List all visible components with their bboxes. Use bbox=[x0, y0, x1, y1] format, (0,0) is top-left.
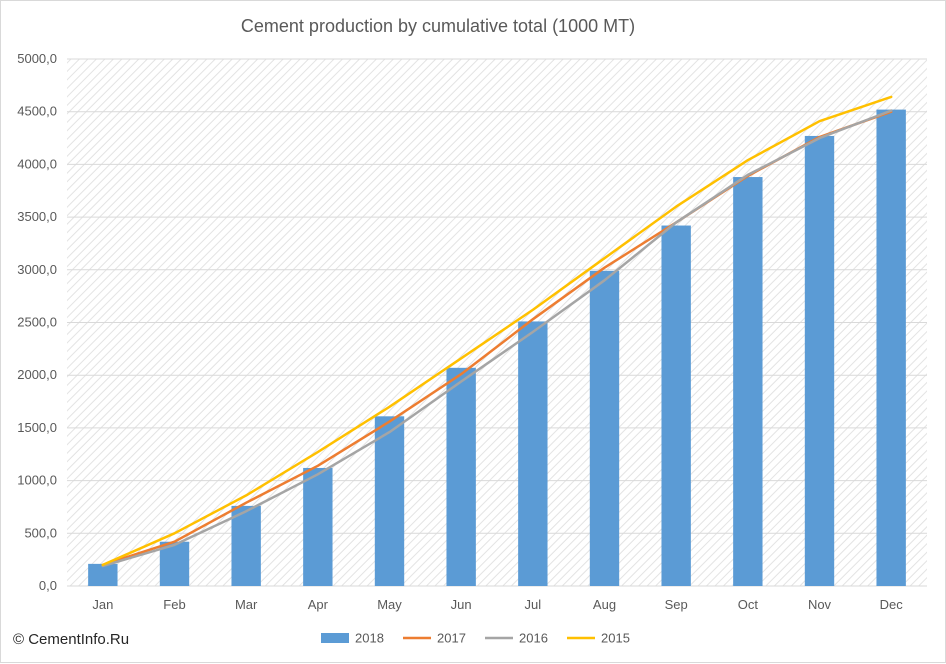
y-tick-label: 3500,0 bbox=[17, 209, 57, 224]
bar-2018-nov bbox=[804, 135, 835, 586]
legend-label-2015: 2015 bbox=[601, 631, 630, 646]
x-tick-label: Jul bbox=[525, 597, 542, 612]
x-tick-label: Jan bbox=[92, 597, 113, 612]
legend-swatch-2018 bbox=[321, 633, 349, 643]
bar-2018-jun bbox=[446, 367, 476, 586]
x-axis-ticks: Jan Feb Mar Apr May Jun Jul Aug Sep Oct Nov Dec bbox=[92, 597, 903, 612]
bar-2018-jul bbox=[518, 321, 548, 586]
bar-2018-jan bbox=[88, 563, 118, 586]
y-tick-label: 2000,0 bbox=[17, 367, 57, 382]
y-tick-label: 1500,0 bbox=[17, 420, 57, 435]
x-tick-label: Oct bbox=[738, 597, 759, 612]
bars-2018 bbox=[88, 109, 906, 587]
x-tick-label: Mar bbox=[235, 597, 258, 612]
bar-2018-oct bbox=[733, 177, 763, 586]
x-tick-label: Sep bbox=[665, 597, 688, 612]
y-tick-label: 4000,0 bbox=[17, 156, 57, 171]
copyright-credit: © CementInfo.Ru bbox=[13, 631, 130, 648]
x-tick-label: Feb bbox=[163, 597, 185, 612]
y-tick-label: 3000,0 bbox=[17, 262, 57, 277]
bar-2018-apr bbox=[303, 467, 333, 586]
x-tick-label: Apr bbox=[308, 597, 329, 612]
y-tick-label: 5000,0 bbox=[17, 51, 57, 66]
chart-title: Cement production by cumulative total (1… bbox=[241, 16, 635, 36]
y-tick-label: 500,0 bbox=[24, 525, 57, 540]
legend: 2018 2017 2016 2015 bbox=[321, 631, 630, 646]
y-tick-label: 0,0 bbox=[39, 578, 57, 593]
x-tick-label: Aug bbox=[593, 597, 616, 612]
legend-label-2018: 2018 bbox=[355, 631, 384, 646]
series-lines bbox=[101, 95, 893, 568]
gridlines bbox=[67, 58, 927, 587]
x-tick-label: Dec bbox=[880, 597, 904, 612]
x-tick-label: Nov bbox=[808, 597, 832, 612]
bar-2018-dec bbox=[876, 109, 906, 586]
bar-2018-sep bbox=[661, 225, 691, 587]
y-tick-label: 1000,0 bbox=[17, 473, 57, 488]
bar-2018-mar bbox=[231, 505, 261, 586]
x-tick-label: Jun bbox=[451, 597, 472, 612]
line-2015 bbox=[101, 95, 893, 567]
bar-2018-may bbox=[374, 416, 405, 586]
bar-2018-aug bbox=[589, 270, 620, 586]
line-2016 bbox=[101, 109, 893, 568]
legend-label-2016: 2016 bbox=[519, 631, 548, 646]
y-axis-ticks: 0,0 500,0 1000,0 1500,0 2000,0 2500,0 3000,0 35… bbox=[17, 51, 57, 593]
legend-label-2017: 2017 bbox=[437, 631, 466, 646]
bar-2018-feb bbox=[159, 541, 190, 586]
y-tick-label: 2500,0 bbox=[17, 315, 57, 330]
x-tick-label: May bbox=[377, 597, 402, 612]
y-tick-label: 4500,0 bbox=[17, 104, 57, 119]
